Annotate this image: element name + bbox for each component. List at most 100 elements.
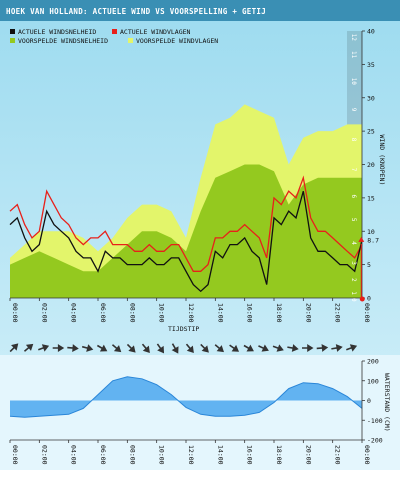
arrow-shape [243,344,254,352]
wind-direction-arrow [287,344,299,352]
wind-direction-arrow [272,344,284,352]
x-tick-label: 18:00 [275,303,283,323]
bft-label: 7 [350,168,357,172]
wind-direction-arrow [185,343,194,353]
bft-label: 4 [350,241,357,245]
x-tick-label: 14:00 [216,303,224,323]
wind-direction-arrow [23,343,34,352]
bft-label: 8 [350,138,357,142]
tide-x-tick-label: 02:00 [40,445,48,465]
legend-label: ACTUELE WINDVLAGEN [120,28,191,36]
wind-direction-arrow [141,343,150,353]
y-tick-label: 40 [367,28,375,36]
y-tick-label: 35 [367,61,375,69]
bft-label: 2 [350,278,357,282]
x-tick-label: 08:00 [128,303,136,323]
tide-x-tick-label: 16:00 [246,445,254,465]
chart-title: HOEK VAN HOLLAND: ACTUELE WIND VS VOORSP… [6,7,266,16]
arrow-shape [229,344,240,352]
x-tick-label: 04:00 [70,303,78,323]
x-tick-label: 06:00 [99,303,107,323]
arrow-shape [316,344,329,352]
wind-direction-arrow [81,344,94,352]
tide-area [10,376,362,418]
wind-direction-arrow [200,343,209,353]
wind-direction-arrow [331,344,343,352]
wind-direction-arrow [214,344,224,353]
arrow-shape [52,344,65,352]
y-tick-label: 5 [367,261,371,269]
arrow-shape [23,343,34,352]
series-actual-speed [9,191,363,293]
y-tick-label: 25 [367,128,375,136]
tide-x-tick-label: 00:00 [11,445,19,465]
tide-chart: -200 -100 0 100 200 WATERSTAND (CM) 00:00 02:00… [0,355,400,470]
legend-label: VOORSPELDE WINDSNELHEID [18,37,108,45]
wind-direction-arrow [171,343,179,354]
wind-direction-arrow [126,343,136,353]
arrow-shape [67,344,79,352]
tide-y-tick-label: -100 [367,417,383,425]
tide-x-tick-label: 18:00 [275,445,283,465]
current-value-label: 8.7 [367,236,379,244]
bft-label: 9 [350,108,357,112]
x-tick-label: 00:00 [11,303,19,323]
y-tick-label: 20 [367,161,375,169]
x-tick-label: 00:00 [363,303,371,323]
legend-swatch [10,38,15,43]
tide-x-tick-label: 10:00 [158,445,166,465]
y-tick-label: 0 [367,295,371,303]
x-tick-label: 10:00 [158,303,166,323]
wind-direction-row [9,343,358,354]
arrow-shape [331,344,343,352]
bft-label: 5 [350,218,357,222]
current-value-marker [358,236,365,242]
wind-direction-arrow [316,344,329,352]
wind-direction-arrow [258,344,269,352]
current-value-dot [359,296,365,302]
tide-line [9,376,363,418]
tide-y-tick-label: -200 [367,437,383,445]
arrow-shape [156,343,165,354]
arrow-shape [81,344,94,352]
arrow-shape [258,344,269,352]
series-actual-gust [9,175,363,272]
legend: ACTUELE WINDSNELHEID ACTUELE WINDVLAGEN VO… [10,28,218,45]
arrow-shape [200,343,209,353]
arrow-shape [287,344,299,352]
x-tick-label: 22:00 [334,303,342,323]
arrow-shape [38,344,50,352]
tide-y-axis-title: WATERSTAND (CM) [383,373,391,432]
wind-direction-arrow [302,344,314,352]
wind-direction-arrow [346,344,358,352]
arrow-shape [111,344,122,353]
bft-label: 11 [350,51,357,59]
tide-y-tick-label: 0 [367,397,371,405]
x-axis-title: TIJDSTIP [168,325,199,333]
wind-direction-arrow [96,344,108,352]
arrow-shape [141,343,150,353]
x-tick-label: 02:00 [40,303,48,323]
bft-label: 1 [350,291,357,295]
wind-direction-arrow [243,344,254,352]
x-tick-label: 20:00 [304,303,312,323]
arrow-shape [302,344,314,352]
bft-label: 3 [350,261,357,265]
bft-label: 10 [350,78,357,86]
arrow-shape [126,343,136,353]
tide-y-tick-label: 200 [367,358,379,366]
tide-x-tick-label: 12:00 [187,445,195,465]
x-tick-label: 12:00 [187,303,195,323]
legend-swatch [10,29,15,34]
x-tick-label: 16:00 [246,303,254,323]
legend-label: ACTUELE WINDSNELHEID [18,28,96,36]
tide-x-tick-label: 06:00 [99,445,107,465]
bft-label: 12 [350,34,357,42]
y-tick-label: 30 [367,94,375,102]
tide-x-tick-label: 20:00 [304,445,312,465]
wind-direction-arrow [229,344,240,352]
y-axis-title: WIND (KNOPEN) [378,135,386,186]
wind-direction-arrow [111,344,122,353]
